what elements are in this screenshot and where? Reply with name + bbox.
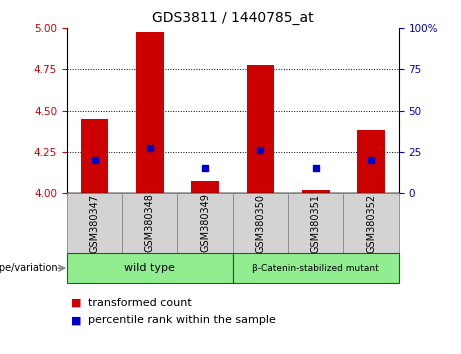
Bar [136,32,164,193]
Text: GSM380347: GSM380347 [89,194,100,252]
Text: wild type: wild type [124,263,175,273]
Text: GSM380351: GSM380351 [311,194,321,252]
Bar [81,119,108,193]
Bar [302,190,330,193]
Bar [247,64,274,193]
Bar [191,181,219,193]
Text: genotype/variation: genotype/variation [0,263,58,273]
Text: GSM380348: GSM380348 [145,194,155,252]
Text: ■: ■ [71,315,82,325]
Text: β-Catenin-stabilized mutant: β-Catenin-stabilized mutant [253,264,379,273]
Text: GSM380350: GSM380350 [255,194,266,252]
Title: GDS3811 / 1440785_at: GDS3811 / 1440785_at [152,11,313,24]
Bar [357,130,385,193]
Text: percentile rank within the sample: percentile rank within the sample [88,315,276,325]
Text: transformed count: transformed count [88,298,191,308]
Text: ■: ■ [71,298,82,308]
Text: GSM380352: GSM380352 [366,193,376,253]
Text: GSM380349: GSM380349 [200,194,210,252]
